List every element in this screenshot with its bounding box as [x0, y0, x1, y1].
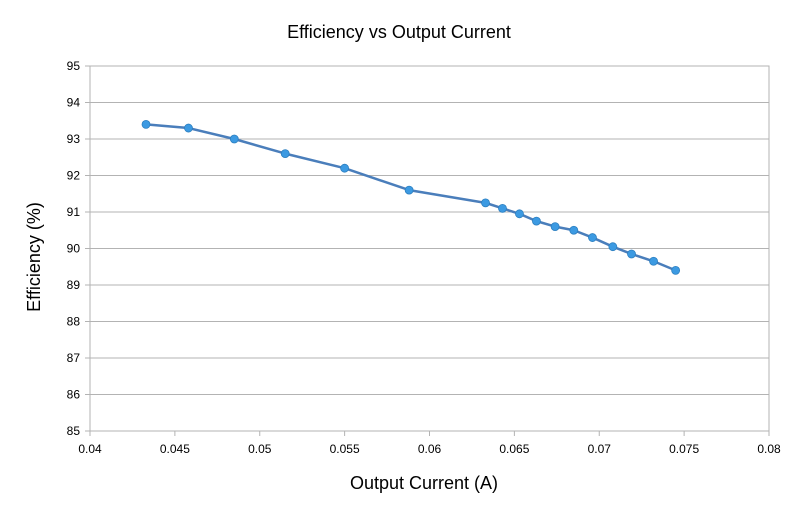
- x-tick-label: 0.045: [160, 442, 190, 456]
- data-point: [627, 249, 636, 259]
- data-point: [141, 120, 151, 129]
- gridlines: [90, 65, 769, 432]
- data-point: [532, 216, 541, 226]
- y-tick-label: 90: [67, 242, 81, 256]
- y-tick-label: 95: [67, 59, 81, 73]
- y-axis-label: Efficiency (%): [24, 202, 44, 312]
- y-tick-label: 92: [67, 169, 81, 183]
- x-tick-label: 0.08: [757, 442, 781, 456]
- data-point: [229, 134, 239, 144]
- data-points: [141, 120, 681, 275]
- data-point: [608, 242, 618, 252]
- y-tick-label: 91: [67, 205, 81, 219]
- y-tick-label: 89: [67, 278, 81, 292]
- x-tick-label: 0.04: [78, 442, 102, 456]
- y-tick-label: 87: [67, 351, 81, 365]
- y-tick-label: 88: [67, 315, 81, 329]
- x-tick-label: 0.065: [499, 442, 529, 456]
- data-point: [184, 123, 193, 133]
- data-point: [404, 185, 414, 195]
- x-tick-label: 0.055: [330, 442, 360, 456]
- data-point: [498, 203, 507, 213]
- chart-title: Efficiency vs Output Current: [287, 22, 511, 42]
- y-axis-ticks: 85 86 87 88 89 90 91 92 93 94 95: [67, 59, 90, 438]
- x-tick-label: 0.06: [418, 442, 442, 456]
- data-point: [569, 225, 579, 235]
- x-tick-label: 0.07: [588, 442, 612, 456]
- x-axis-label: Output Current (A): [350, 473, 498, 493]
- x-axis-ticks: 0.04 0.045 0.05 0.055 0.06 0.065 0.07 0.075 0.08: [78, 431, 781, 456]
- x-tick-label: 0.075: [669, 442, 699, 456]
- data-point: [649, 256, 658, 266]
- data-point: [671, 265, 681, 275]
- x-tick-label: 0.05: [248, 442, 272, 456]
- data-point: [280, 149, 290, 159]
- y-tick-label: 86: [67, 388, 81, 402]
- data-point: [550, 222, 560, 232]
- data-point: [588, 233, 597, 242]
- data-point: [481, 198, 490, 208]
- y-tick-label: 93: [67, 132, 81, 146]
- y-tick-label: 94: [67, 96, 81, 110]
- y-tick-label: 85: [67, 424, 81, 438]
- data-point: [515, 209, 524, 219]
- data-point: [340, 163, 350, 173]
